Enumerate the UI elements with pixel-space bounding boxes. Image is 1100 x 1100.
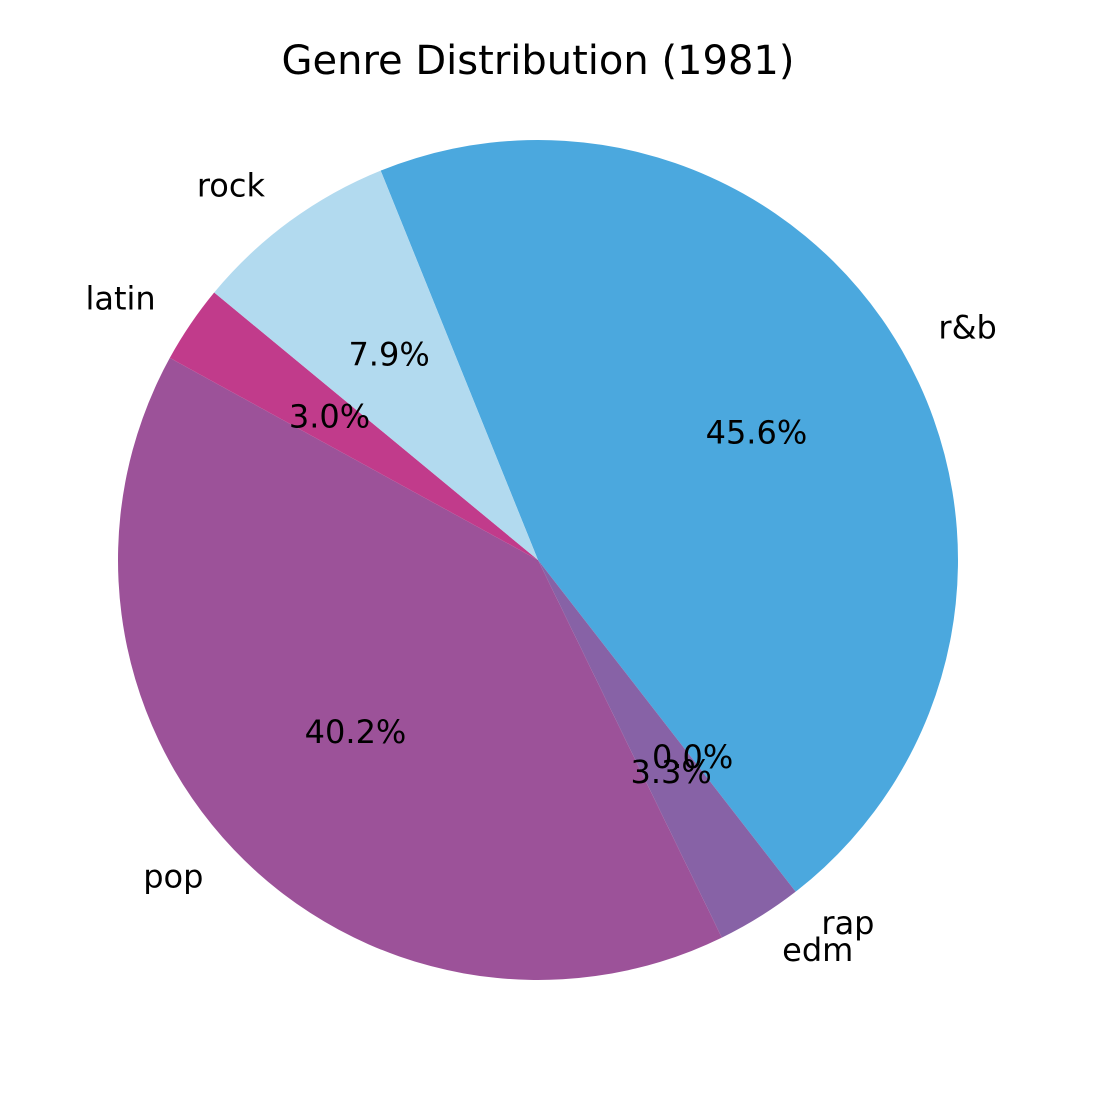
pie-slice-pop (117, 357, 722, 981)
slice-label-pop: pop (143, 858, 203, 896)
pct-label-latin: 3.0% (289, 398, 370, 436)
pct-label-rb: 45.6% (706, 413, 808, 451)
pct-label-rap: 0.0% (652, 738, 733, 776)
pct-label-pop: 40.2% (305, 713, 407, 751)
slice-label-latin: latin (85, 280, 155, 318)
slice-label-edm: edm (782, 931, 853, 969)
pie-labels: r&b 45.6% rap 0.0% edm 3.3% pop 40.2% latin 3.0% r… (85, 166, 996, 969)
pct-label-rock: 7.9% (348, 336, 429, 374)
slice-label-rap: rap (821, 904, 874, 942)
slice-label-rock: rock (197, 166, 266, 204)
pct-label-edm: 3.3% (631, 753, 712, 791)
pie-slices (117, 139, 959, 981)
pie-slice-latin (169, 292, 538, 560)
pie-slice-edm (538, 560, 796, 938)
pie-slice-rock (214, 170, 538, 561)
slice-label-rb: r&b (938, 309, 996, 347)
chart-title: Genre Distribution (1981) (281, 38, 795, 84)
pie-slice-rb (380, 139, 959, 892)
